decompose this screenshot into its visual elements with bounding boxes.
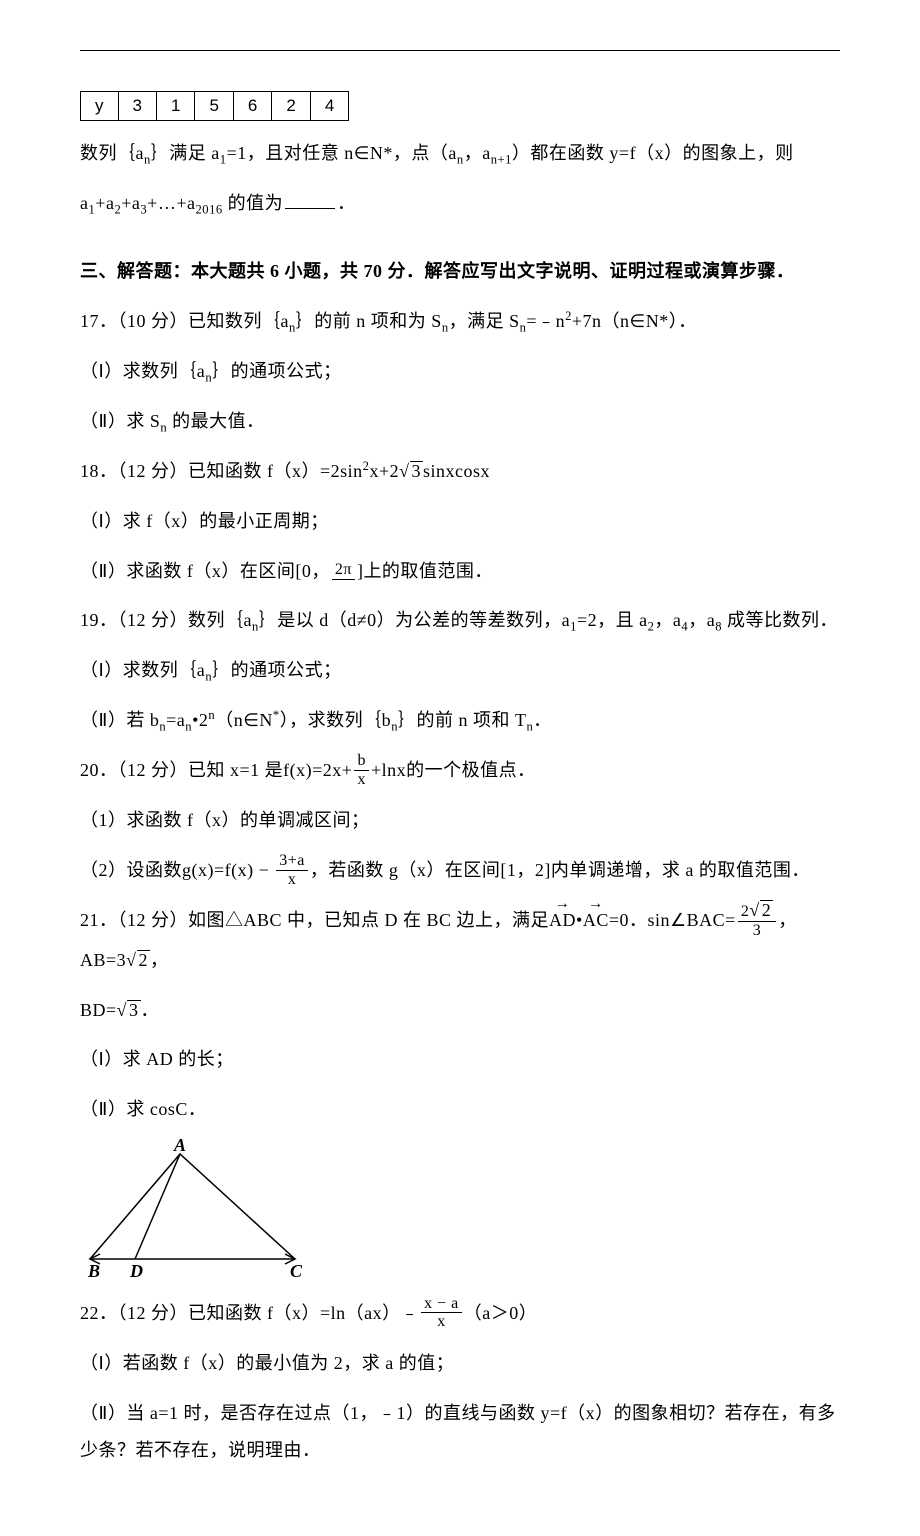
q20-p2: （2）设函数g(x)=f(x) − 3+ax，若函数 g（x）在区间[1，2]内… bbox=[80, 846, 840, 896]
td-3: 6 bbox=[233, 92, 271, 121]
section-heading: 三、解答题：本大题共 6 小题，共 70 分．解答应写出文字说明、证明过程或演算… bbox=[80, 229, 840, 297]
td-4: 2 bbox=[272, 92, 310, 121]
q20-p1: （1）求函数 f（x）的单调减区间； bbox=[80, 796, 840, 846]
preamble-line2: a1+a2+a3+…+a2016 的值为． bbox=[80, 179, 840, 229]
td-1: 1 bbox=[156, 92, 194, 121]
td-5: 4 bbox=[310, 92, 348, 121]
q21-p1: （Ⅰ）求 AD 的长； bbox=[80, 1035, 840, 1085]
q17-p1: （Ⅰ）求数列｛an｝的通项公式； bbox=[80, 347, 840, 397]
q18-p2: （Ⅱ）求函数 f（x）在区间[0，2π]上的取值范围． bbox=[80, 547, 840, 597]
triangle-figure: A B D C bbox=[80, 1139, 310, 1279]
q19-p2: （Ⅱ）若 bn=an•2n（n∈N*），求数列｛bn｝的前 n 项和 Tn． bbox=[80, 696, 840, 746]
q19-title: 19．（12 分）数列｛an｝是以 d（d≠0）为公差的等差数列，a1=2，且 … bbox=[80, 596, 840, 646]
q18-title: 18．（12 分）已知函数 f（x）=2sin2x+2√3sinxcosx bbox=[80, 447, 840, 497]
svg-text:B: B bbox=[87, 1261, 100, 1279]
td-2: 5 bbox=[195, 92, 233, 121]
data-table: y 3 1 5 6 2 4 bbox=[80, 91, 349, 121]
q22-p2: （Ⅱ）当 a=1 时，是否存在过点（1，﹣1）的直线与函数 y=f（x）的图象相… bbox=[80, 1389, 840, 1477]
q19-p1: （Ⅰ）求数列｛an｝的通项公式； bbox=[80, 646, 840, 696]
svg-text:A: A bbox=[173, 1139, 186, 1155]
q18-p1: （Ⅰ）求 f（x）的最小正周期； bbox=[80, 497, 840, 547]
td-0: 3 bbox=[118, 92, 156, 121]
preamble-line1: 数列｛an｝满足 a1=1，且对任意 n∈N*，点（an，an+1）都在函数 y… bbox=[80, 129, 840, 179]
q21-title: 21．（12 分）如图△ABC 中，已知点 D 在 BC 边上，满足AD•AC=… bbox=[80, 896, 840, 985]
svg-text:C: C bbox=[290, 1261, 303, 1279]
q17-p2: （Ⅱ）求 Sn 的最大值． bbox=[80, 397, 840, 447]
th-y: y bbox=[81, 92, 119, 121]
q17-title: 17．（10 分）已知数列｛an｝的前 n 项和为 Sn，满足 Sn=﹣n2+7… bbox=[80, 297, 840, 347]
q22-title: 22．（12 分）已知函数 f（x）=ln（ax）﹣x − ax（a＞0） bbox=[80, 1289, 840, 1339]
svg-text:D: D bbox=[129, 1261, 143, 1279]
q22-p1: （Ⅰ）若函数 f（x）的最小值为 2，求 a 的值； bbox=[80, 1339, 840, 1389]
blank-fill bbox=[285, 192, 335, 209]
q21-p2: （Ⅱ）求 cosC． bbox=[80, 1085, 840, 1135]
q21-bd: BD=√3． bbox=[80, 986, 840, 1036]
q20-title: 20．（12 分）已知 x=1 是f(x)=2x+bx+lnx的一个极值点． bbox=[80, 746, 840, 796]
